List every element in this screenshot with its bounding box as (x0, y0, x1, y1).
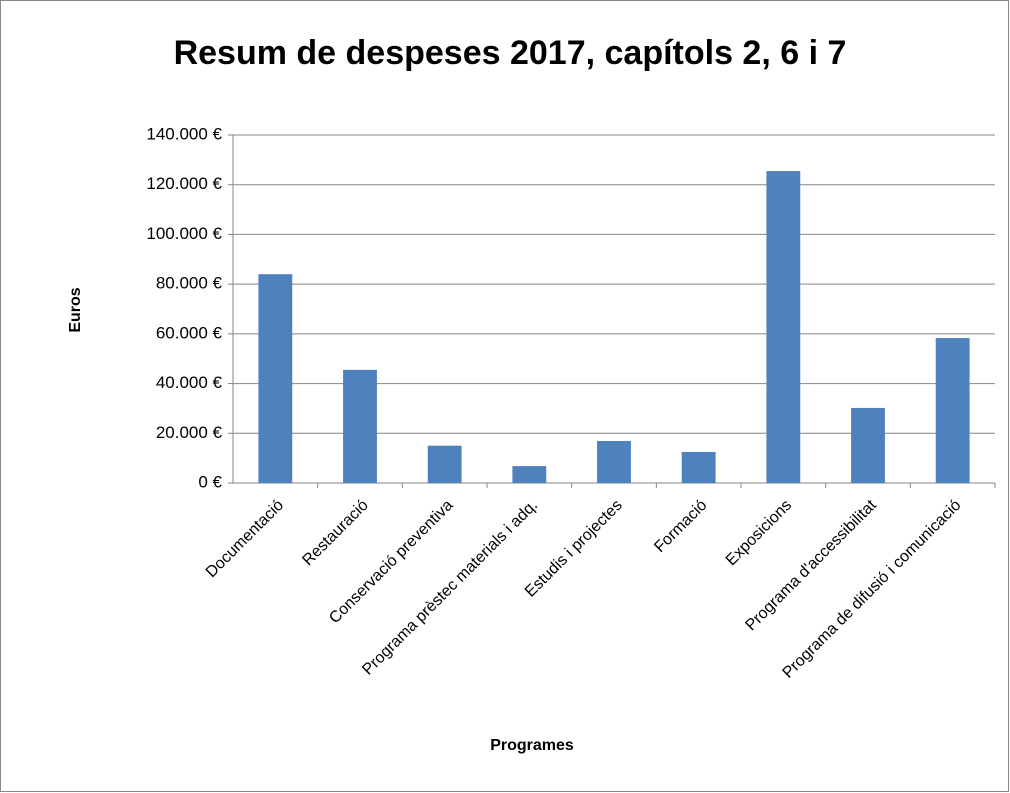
bar (766, 171, 801, 484)
y-tick-label: 40.000 € (156, 373, 223, 392)
bar (512, 466, 547, 483)
bar (427, 445, 462, 483)
bar (597, 440, 631, 483)
y-tick-label: 80.000 € (156, 274, 223, 293)
y-axis-label: Euros (67, 287, 84, 332)
bar (343, 369, 377, 483)
chart-title: Resum de despeses 2017, capítols 2, 6 i … (174, 34, 847, 72)
y-tick-label: 60.000 € (156, 323, 223, 342)
y-tick-label: 20.000 € (156, 423, 223, 442)
bar (681, 451, 716, 483)
y-tick-label: 0 € (198, 472, 222, 491)
x-axis-label: Programes (490, 737, 574, 754)
bar (851, 407, 885, 483)
y-tick-label: 120.000 € (146, 174, 222, 193)
bar (258, 274, 293, 483)
y-tick-label: 100.000 € (146, 224, 222, 243)
y-tick-label: 140.000 € (146, 124, 222, 143)
bar (935, 338, 970, 483)
